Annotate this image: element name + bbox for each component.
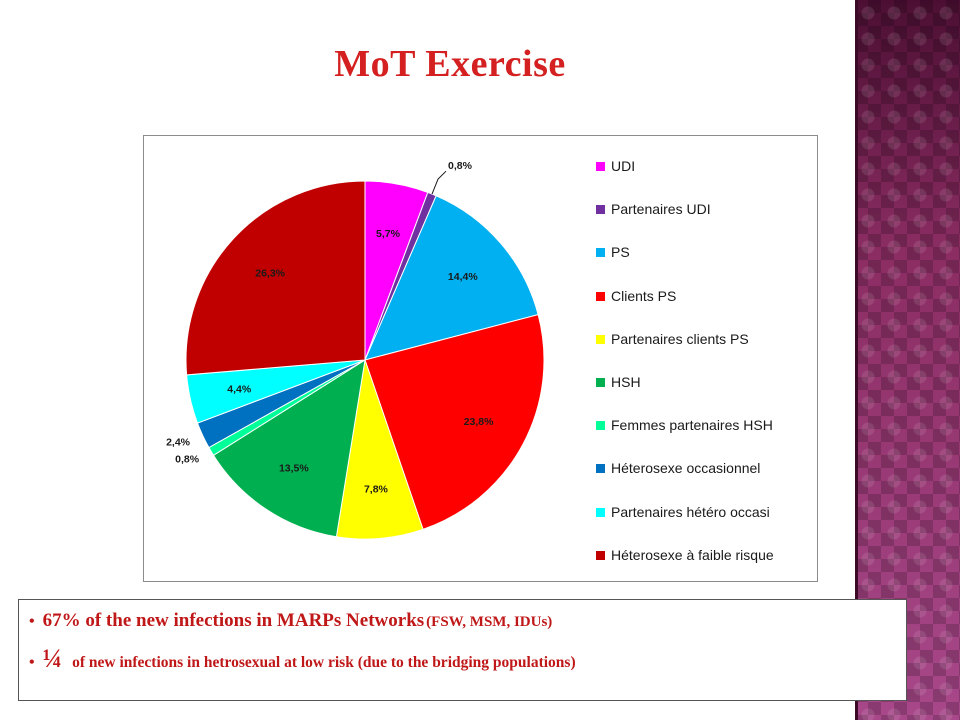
data-label-femmes-partenaires-hsh: 0,8% — [175, 454, 200, 466]
legend-label: Héterosexe occasionnel — [611, 460, 761, 477]
legend-item-heterosexe-a-faible-risque: Héterosexe à faible risque — [596, 547, 811, 590]
legend-label: HSH — [611, 373, 641, 390]
data-label-ps: 14,4% — [448, 271, 478, 283]
legend-swatch — [596, 248, 605, 258]
legend-item-partenaires-clients-ps: Partenaires clients PS — [596, 331, 811, 374]
data-label-heterosexe-occasionnel: 2,4% — [166, 436, 191, 448]
pie-slice-clients-ps — [364, 314, 545, 530]
legend-swatch — [596, 162, 605, 171]
legend-label: Femmes partenaires HSH — [611, 417, 773, 434]
pie-chart: 5,7% 0,8% 14,4% 23,8% 7,8% 13,5% 0,8% 2,4% 4,4% 2… — [166, 160, 545, 540]
legend-item-femmes-partenaires-hsh: Femmes partenaires HSH — [596, 417, 811, 460]
data-label-heterosexe-a-faible-risque: 26,3% — [255, 268, 285, 280]
bullet-icon: • — [29, 654, 35, 671]
legend-label: Partenaires clients PS — [611, 330, 749, 347]
pie-slice-heterosexe-a-faible-risque — [185, 180, 366, 376]
legend-label: PS — [611, 244, 630, 261]
legend-item-udi: UDI — [596, 158, 811, 201]
legend-label: Héterosexe à faible risque — [611, 546, 774, 563]
legend-item-partenaires-hetero-occasi: Partenaires hétéro occasi — [596, 504, 811, 547]
legend-swatch — [596, 550, 605, 560]
legend-item-partenaires-udi: Partenaires UDI — [596, 201, 811, 244]
pie-slice-hsh — [212, 358, 366, 538]
legend-swatch — [596, 377, 605, 387]
leader-line — [431, 170, 447, 195]
legend-swatch — [596, 421, 605, 431]
legend-item-ps: PS — [596, 244, 811, 287]
legend-swatch — [596, 205, 605, 215]
chart-legend: UDI Partenaires UDI PS Clients PS Partenaire… — [596, 158, 811, 590]
data-label-partenaires-hetero-occasi: 4,4% — [227, 383, 252, 395]
data-label-hsh: 13,5% — [279, 462, 309, 474]
legend-item-hsh: HSH — [596, 374, 811, 417]
legend-swatch — [596, 507, 605, 517]
legend-label: UDI — [611, 158, 636, 174]
note-fraction: ¼ — [42, 644, 63, 673]
legend-item-heterosexe-occasionnel: Héterosexe occasionnel — [596, 460, 811, 503]
bullet-icon: • — [29, 613, 35, 630]
legend-swatch — [596, 464, 605, 474]
legend-label: Partenaires UDI — [611, 201, 711, 218]
legend-swatch — [596, 291, 605, 301]
pie-slice-ps — [364, 195, 539, 361]
note-subtext: (FSW, MSM, IDUs) — [426, 614, 553, 630]
legend-swatch — [596, 334, 605, 344]
note-text: 67% of the new infections in MARPs Netwo… — [42, 610, 425, 631]
pie-chart-frame: 5,7% 0,8% 14,4% 23,8% 7,8% 13,5% 0,8% 2,4% 4,4% 2… — [143, 135, 818, 582]
legend-item-clients-ps: Clients PS — [596, 288, 811, 331]
legend-label: Partenaires hétéro occasi — [611, 503, 770, 520]
slide-title: MoT Exercise — [334, 43, 566, 85]
legend-label: Clients PS — [611, 287, 677, 304]
note-item-marps: • 67% of the new infections in MARPs Net… — [29, 610, 906, 632]
data-label-udi: 5,7% — [376, 228, 401, 240]
notes-box: • 67% of the new infections in MARPs Net… — [18, 599, 907, 701]
data-label-partenaires-udi: 0,8% — [448, 160, 473, 172]
note-text: of new infections in hetrosexual at low … — [72, 654, 576, 671]
data-label-partenaires-clients-ps: 7,8% — [364, 483, 389, 495]
note-item-low-risk: • ¼ of new infections in hetrosexual at … — [29, 644, 906, 674]
data-label-clients-ps: 23,8% — [464, 416, 494, 428]
